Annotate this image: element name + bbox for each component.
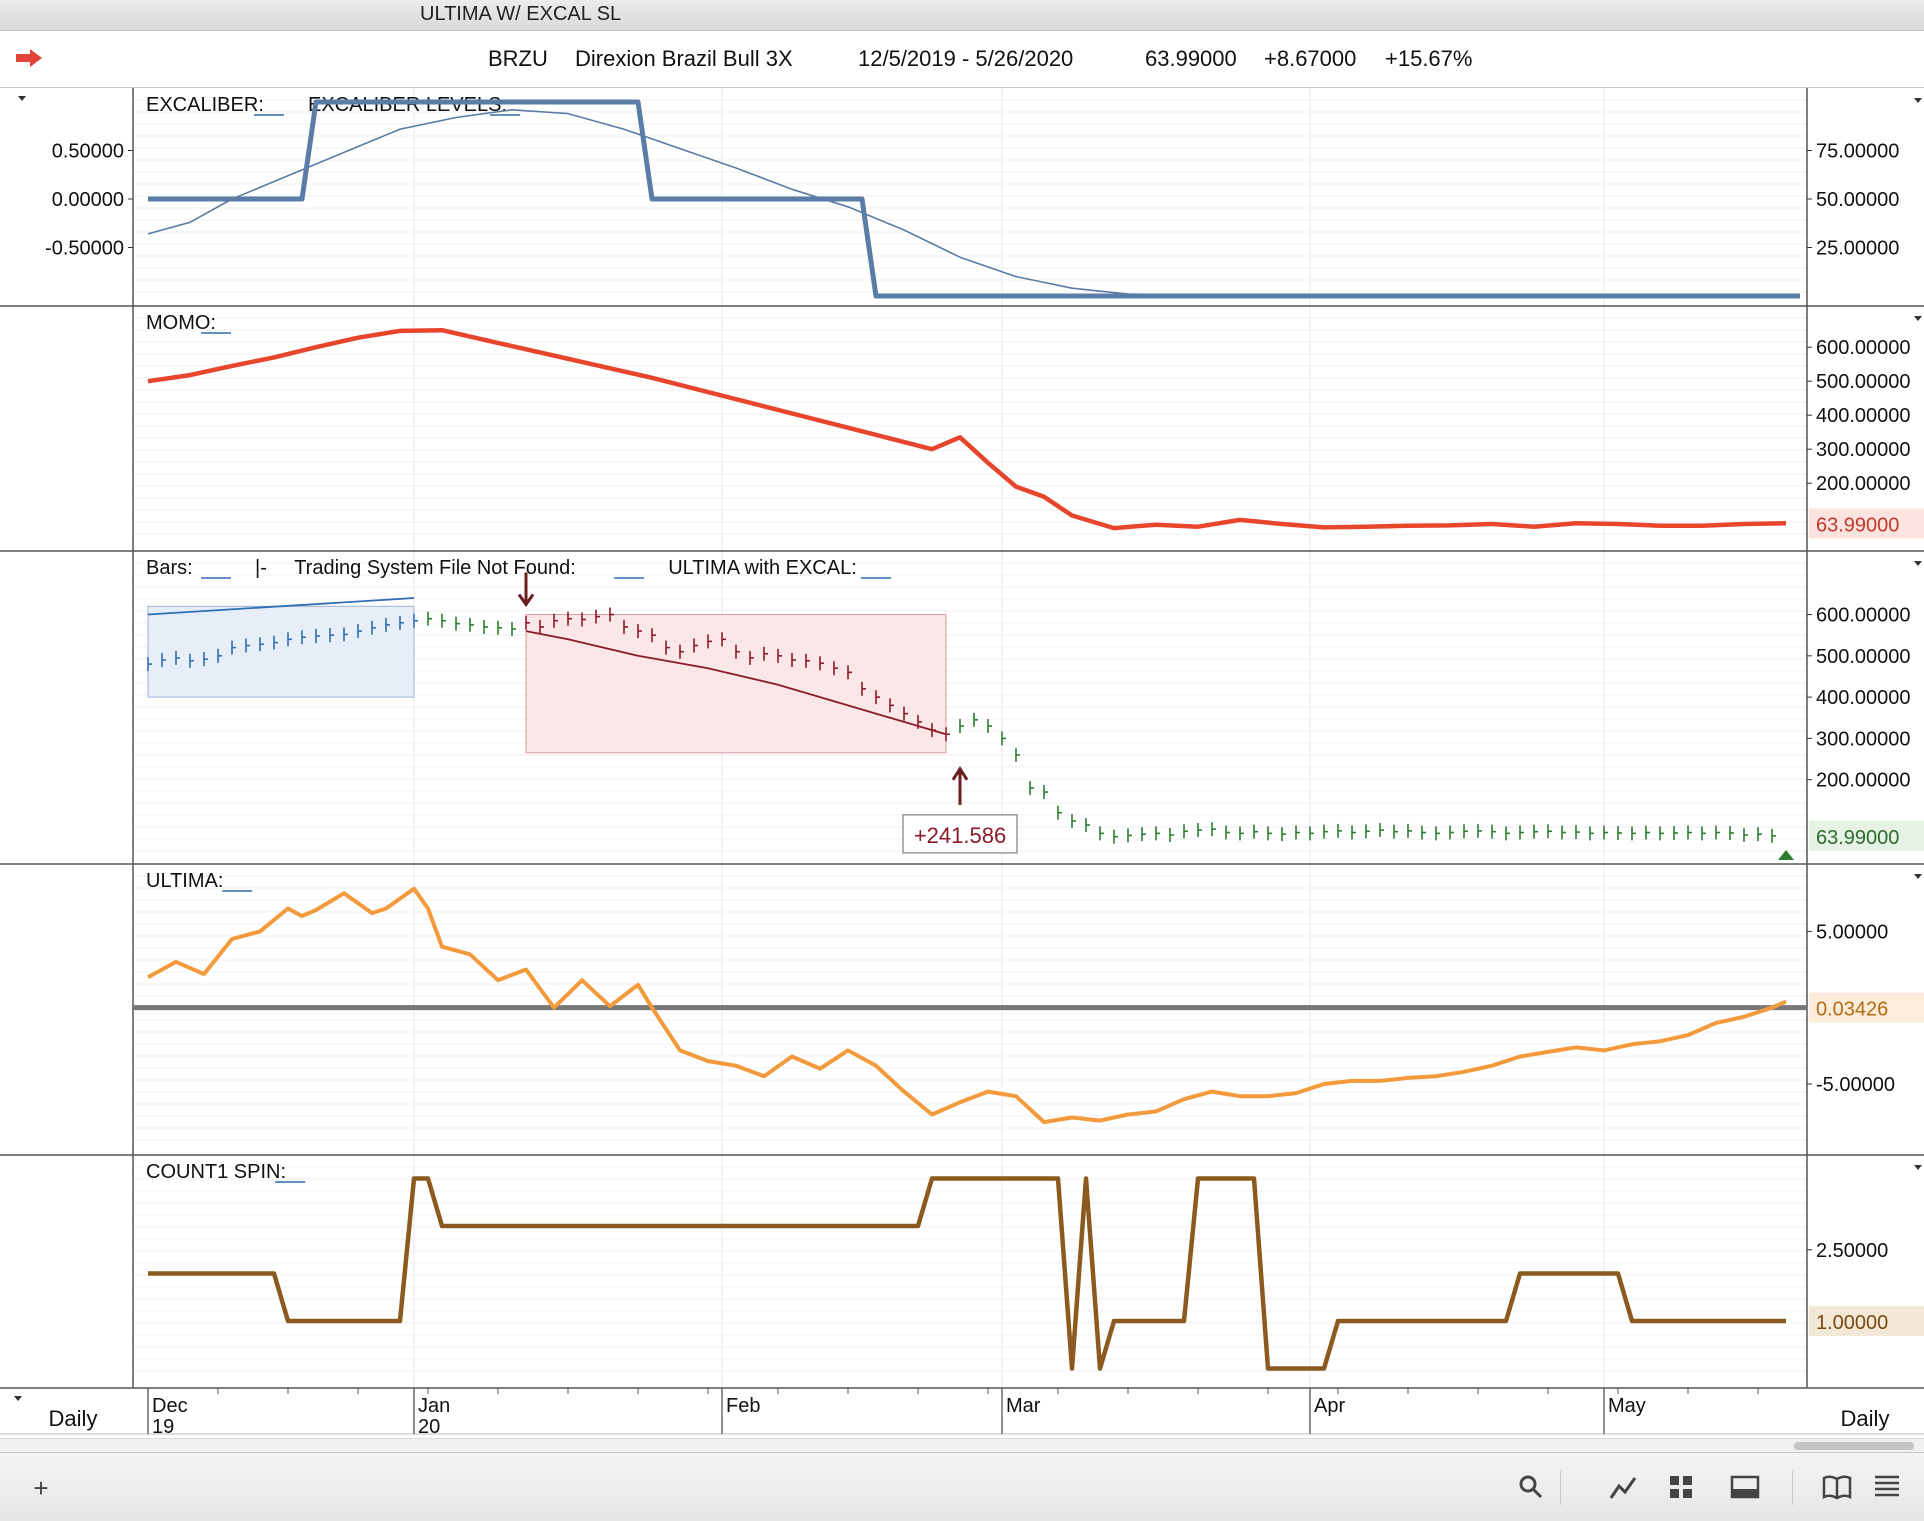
add-icon[interactable]: +	[33, 1473, 49, 1503]
panel-menu-icon[interactable]	[1914, 98, 1922, 103]
price-change: +8.67000	[1264, 46, 1357, 71]
right-tick-label: 75.00000	[1816, 141, 1899, 163]
periodicity-label-right: Daily	[1841, 1406, 1890, 1431]
right-tick-label: 200.00000	[1816, 770, 1911, 792]
year-label-0: 19	[152, 1416, 174, 1438]
search-icon[interactable]	[1514, 1473, 1548, 1503]
right-tick-label: 300.00000	[1816, 439, 1911, 461]
long-average-line	[147, 597, 415, 616]
symbol-ticker: BRZU	[488, 46, 548, 71]
month-label-5: May	[1608, 1395, 1646, 1417]
excaliber-legend-1: EXCALIBER LEVELS:	[308, 94, 507, 116]
right-tick-label: 200.00000	[1816, 473, 1911, 495]
bars-legend-2: Trading System File Not Found:	[294, 557, 576, 579]
count1-last-value-box	[1809, 1306, 1924, 1336]
chart-area[interactable]: EXCALIBER: EXCALIBER LEVELS: 0.50000 0.0000…	[0, 88, 1924, 1438]
panel-menu-icon[interactable]	[1914, 561, 1922, 566]
right-tick-label: 5.00000	[1816, 921, 1888, 943]
right-tick-label: 500.00000	[1816, 371, 1911, 393]
month-label-0: Dec	[152, 1395, 188, 1417]
count1-last-value: 1.00000	[1816, 1312, 1888, 1334]
ultima-last-value: 0.03426	[1816, 999, 1888, 1021]
bars-last-value-box	[1809, 820, 1924, 851]
menu-icon[interactable]	[1870, 1473, 1904, 1503]
panel-menu-icon[interactable]	[18, 96, 26, 101]
right-tick-label: 300.00000	[1816, 728, 1911, 750]
left-tick-label: 0.50000	[52, 141, 124, 163]
grid-layout-icon[interactable]	[1664, 1473, 1698, 1503]
right-tick-label: 600.00000	[1816, 337, 1911, 359]
bars-legend-1: |-	[255, 557, 267, 579]
entry-arrow-icon	[517, 572, 535, 608]
right-tick-label: 400.00000	[1816, 687, 1911, 709]
bottom-toolbar: +	[0, 1452, 1924, 1521]
panel-menu-icon[interactable]	[1914, 1165, 1922, 1170]
periodicity-label-left: Daily	[49, 1406, 98, 1431]
momo-legend-0: MOMO:	[146, 312, 216, 334]
excaliber-legend-0: EXCALIBER:	[146, 94, 264, 116]
date-range: 12/5/2019 - 5/26/2020	[858, 46, 1074, 71]
last-price: 63.99000	[1145, 46, 1237, 71]
long-trade-box	[147, 605, 415, 698]
trade-profit-label: +241.586	[914, 823, 1006, 848]
right-tick-label: 500.00000	[1816, 646, 1911, 668]
ultima-last-value-box	[1809, 992, 1924, 1023]
ultima-legend-0: ULTIMA:	[146, 870, 223, 892]
horizontal-scrollbar[interactable]	[0, 1438, 1924, 1453]
right-tick-label: 50.00000	[1816, 189, 1899, 211]
momo-last-value: 63.99000	[1816, 514, 1899, 536]
window-title: ULTIMA W/ EXCAL SL	[420, 3, 622, 25]
momo-last-value-box	[1809, 508, 1924, 539]
scroll-thumb[interactable]	[1794, 1442, 1914, 1450]
left-tick-label: -0.50000	[45, 238, 124, 260]
trade-profit-box	[902, 814, 1018, 854]
price-change-percent: +15.67%	[1385, 46, 1473, 71]
count1-spin-line	[148, 1176, 1786, 1371]
right-tick-label: 2.50000	[1816, 1240, 1888, 1262]
month-label-3: Mar	[1006, 1395, 1041, 1417]
right-tick-label: 600.00000	[1816, 605, 1911, 627]
right-tick-label: -5.00000	[1816, 1074, 1895, 1096]
right-tick-label: 25.00000	[1816, 238, 1899, 260]
window-titlebar: ULTIMA W/ EXCAL SL	[0, 0, 1924, 31]
ultima-line	[147, 886, 1787, 1125]
symbol-name: Direxion Brazil Bull 3X	[575, 46, 793, 71]
right-tick-label: 400.00000	[1816, 405, 1911, 427]
panel-menu-icon[interactable]	[1914, 316, 1922, 321]
left-tick-label: 0.00000	[52, 189, 124, 211]
plot-background	[133, 88, 1807, 1388]
bars-last-value: 63.99000	[1816, 827, 1899, 849]
bars-legend-0: Bars:	[146, 557, 193, 579]
link-arrow-icon[interactable]	[14, 47, 44, 74]
momo-line	[147, 327, 1787, 531]
year-label-1: 20	[418, 1416, 440, 1438]
month-label-2: Feb	[726, 1395, 760, 1417]
symbol-info-bar: BRZU Direxion Brazil Bull 3X 12/5/2019 -…	[0, 31, 1924, 88]
draw-line-icon[interactable]	[1606, 1473, 1640, 1503]
month-label-4: Apr	[1314, 1395, 1345, 1417]
book-icon[interactable]	[1820, 1473, 1854, 1503]
short-average-line	[525, 630, 947, 736]
exit-arrow-icon	[951, 766, 969, 805]
month-label-1: Jan	[418, 1395, 450, 1417]
bars-legend-3: ULTIMA with EXCAL:	[668, 557, 857, 579]
short-trade-box	[525, 614, 947, 754]
count1-legend-0: COUNT1 SPIN:	[146, 1161, 286, 1183]
buy-signal-icon	[1778, 850, 1794, 860]
panel-menu-icon[interactable]	[1914, 874, 1922, 879]
panel-layout-icon[interactable]	[1728, 1473, 1762, 1503]
periodicity-menu-icon[interactable]	[14, 1396, 22, 1401]
excaliber-step-line	[148, 99, 1800, 299]
